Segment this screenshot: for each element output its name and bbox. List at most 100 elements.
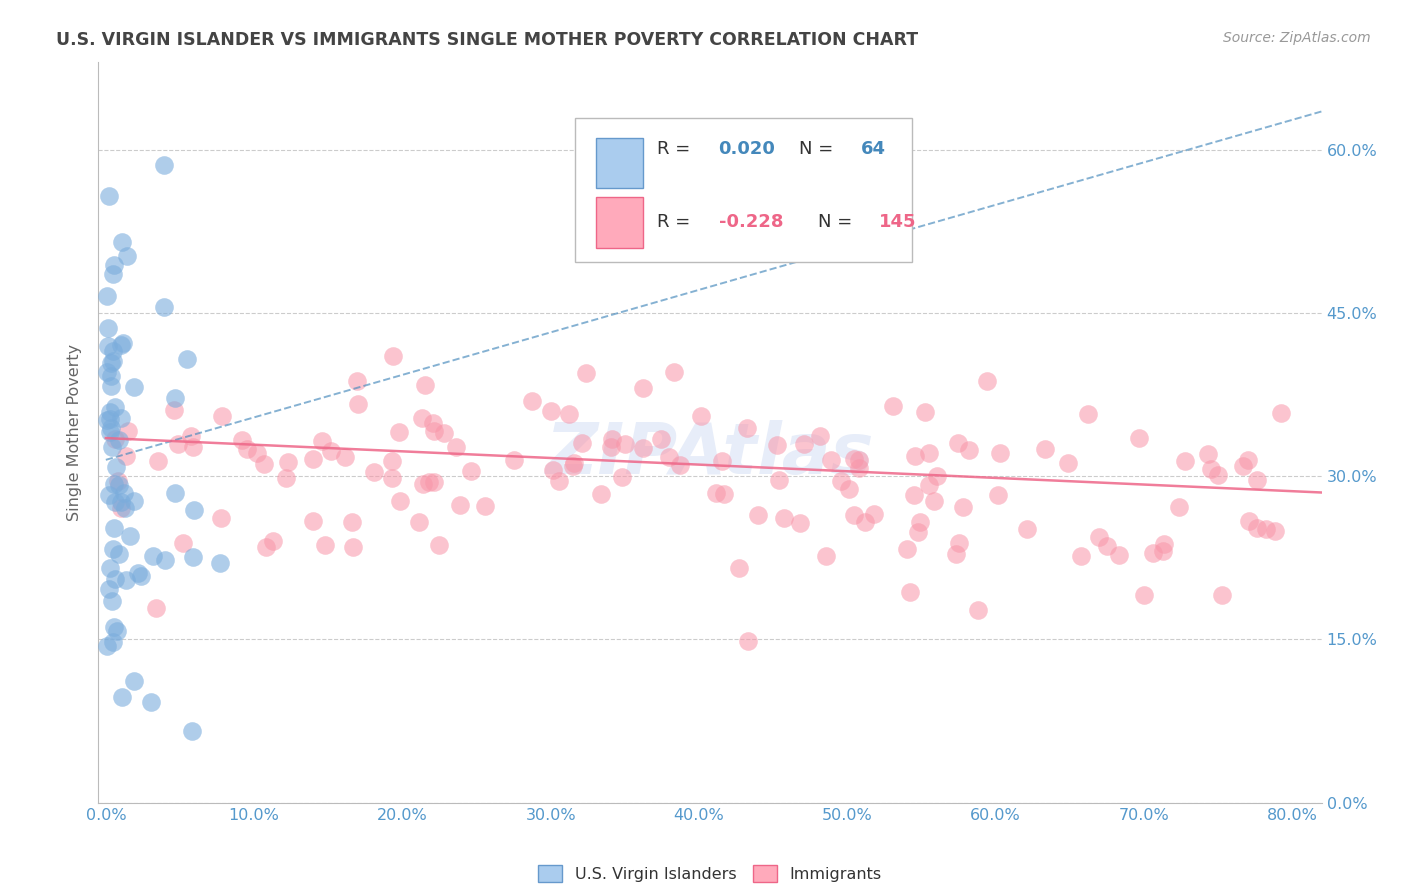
Point (127, 566, 149, 580)
Point (104, 432, 127, 446)
Point (231, 433, 253, 447)
Point (117, 249, 139, 263)
Point (1152, 543, 1174, 558)
Point (110, 338, 132, 352)
Point (669, 458, 692, 472)
Point (103, 258, 125, 272)
Point (97, 582, 120, 596)
Point (96, 365, 118, 379)
Point (600, 432, 623, 446)
Point (208, 556, 231, 570)
Point (314, 538, 336, 552)
Point (98, 425, 121, 440)
Point (114, 449, 136, 463)
Point (842, 508, 865, 522)
Point (107, 474, 129, 488)
Point (139, 696, 162, 710)
Text: 145: 145 (879, 212, 917, 231)
Point (1077, 407, 1099, 421)
Point (599, 440, 621, 454)
Point (1256, 522, 1278, 536)
Text: Source: ZipAtlas.com: Source: ZipAtlas.com (1223, 31, 1371, 45)
Point (1070, 549, 1092, 563)
Point (589, 486, 612, 500)
Point (120, 529, 142, 543)
Point (167, 436, 190, 450)
Point (246, 446, 269, 460)
Point (180, 429, 202, 443)
Point (108, 433, 131, 447)
Point (342, 540, 364, 554)
Point (898, 584, 921, 599)
Text: R =: R = (658, 212, 696, 231)
Point (1153, 536, 1175, 550)
Point (896, 541, 918, 556)
Point (706, 486, 728, 500)
Point (124, 380, 146, 394)
Point (254, 541, 277, 555)
Point (1088, 530, 1111, 544)
FancyBboxPatch shape (596, 197, 643, 247)
Point (1057, 456, 1080, 470)
Text: N =: N = (800, 140, 839, 158)
Point (540, 404, 562, 418)
Point (614, 437, 637, 451)
Point (747, 508, 769, 522)
Point (98, 412, 121, 426)
Point (122, 493, 145, 508)
Point (1168, 500, 1191, 515)
Point (209, 510, 232, 524)
Point (145, 600, 167, 615)
Point (142, 549, 165, 563)
Point (460, 464, 482, 478)
Point (561, 459, 583, 474)
Point (631, 442, 654, 456)
Point (948, 536, 970, 550)
Point (311, 434, 333, 449)
Point (650, 432, 672, 446)
Text: U.S. VIRGIN ISLANDER VS IMMIGRANTS SINGLE MOTHER POVERTY CORRELATION CHART: U.S. VIRGIN ISLANDER VS IMMIGRANTS SINGL… (56, 31, 918, 49)
Point (658, 450, 681, 464)
Point (347, 397, 370, 411)
Point (1197, 447, 1219, 461)
Point (737, 420, 759, 434)
Point (768, 473, 790, 487)
Point (236, 442, 259, 457)
Point (104, 459, 127, 474)
Point (820, 453, 842, 467)
Point (558, 408, 581, 422)
Point (415, 377, 437, 392)
Point (946, 436, 969, 450)
Text: 0.020: 0.020 (718, 140, 776, 158)
Point (918, 446, 941, 460)
Point (105, 624, 128, 638)
Point (474, 499, 496, 513)
Point (277, 455, 299, 469)
Point (1211, 588, 1233, 602)
Point (335, 450, 357, 464)
Point (104, 400, 127, 414)
Point (1264, 524, 1286, 538)
Point (104, 495, 127, 509)
Text: N =: N = (818, 212, 858, 231)
Y-axis label: Single Mother Poverty: Single Mother Poverty (67, 344, 83, 521)
Point (689, 409, 711, 424)
Point (110, 495, 132, 509)
Point (987, 488, 1010, 502)
Point (844, 452, 866, 467)
Point (301, 514, 323, 528)
Point (103, 620, 125, 634)
Point (408, 515, 430, 529)
Point (302, 452, 325, 467)
Point (131, 568, 153, 582)
Point (97, 488, 120, 502)
Point (1108, 548, 1130, 562)
Point (1237, 453, 1260, 467)
Point (146, 454, 169, 468)
Point (101, 542, 124, 557)
Point (107, 547, 129, 561)
Point (450, 499, 472, 513)
Point (793, 437, 815, 451)
Point (176, 351, 198, 366)
Point (153, 158, 176, 172)
